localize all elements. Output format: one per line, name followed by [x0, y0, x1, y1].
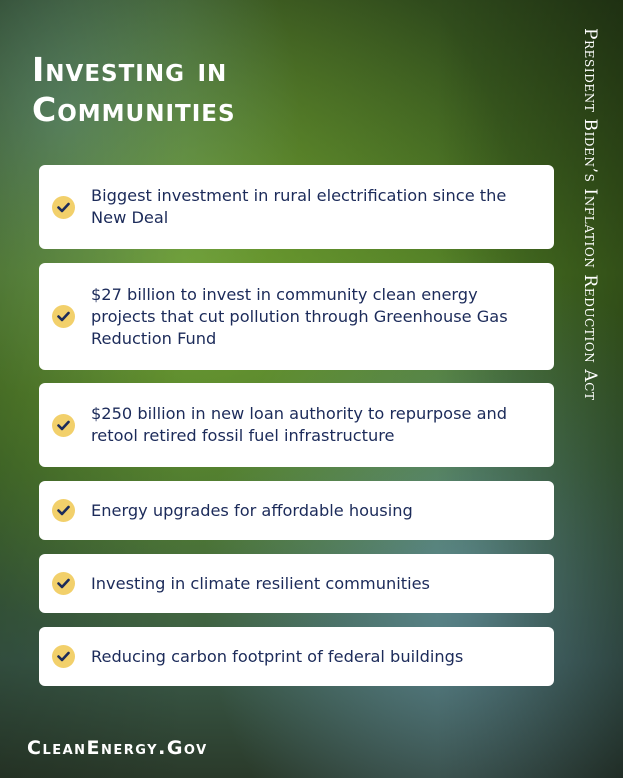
- footer-website: CleanEnergy.Gov: [27, 737, 208, 759]
- item-text: Energy upgrades for affordable housing: [91, 500, 413, 520]
- item-text: $27 billion to invest in community clean…: [91, 284, 508, 348]
- list-item: $250 billion in new loan authority to re…: [39, 383, 554, 467]
- check-icon: [52, 645, 75, 668]
- title-line-1: Investing in: [32, 50, 228, 89]
- check-icon: [52, 572, 75, 595]
- item-text: Biggest investment in rural electrificat…: [91, 186, 507, 227]
- list-item: Investing in climate resilient communiti…: [39, 554, 554, 613]
- check-icon: [52, 413, 75, 437]
- check-icon: [52, 305, 75, 328]
- check-icon: [52, 195, 75, 219]
- list-item: Reducing carbon footprint of federal bui…: [39, 627, 554, 686]
- list-item: $27 billion to invest in community clean…: [39, 263, 554, 370]
- list-item: Energy upgrades for affordable housing: [39, 481, 554, 540]
- title-line-2: Communities: [32, 90, 236, 129]
- page-title: Investing in Communities: [32, 50, 236, 130]
- check-icon: [52, 499, 75, 522]
- side-title: President Biden’s Inflation Reduction Ac…: [580, 28, 600, 401]
- list-item: Biggest investment in rural electrificat…: [39, 165, 554, 249]
- item-text: $250 billion in new loan authority to re…: [91, 404, 508, 445]
- item-text: Investing in climate resilient communiti…: [91, 573, 430, 593]
- item-text: Reducing carbon footprint of federal bui…: [91, 646, 464, 666]
